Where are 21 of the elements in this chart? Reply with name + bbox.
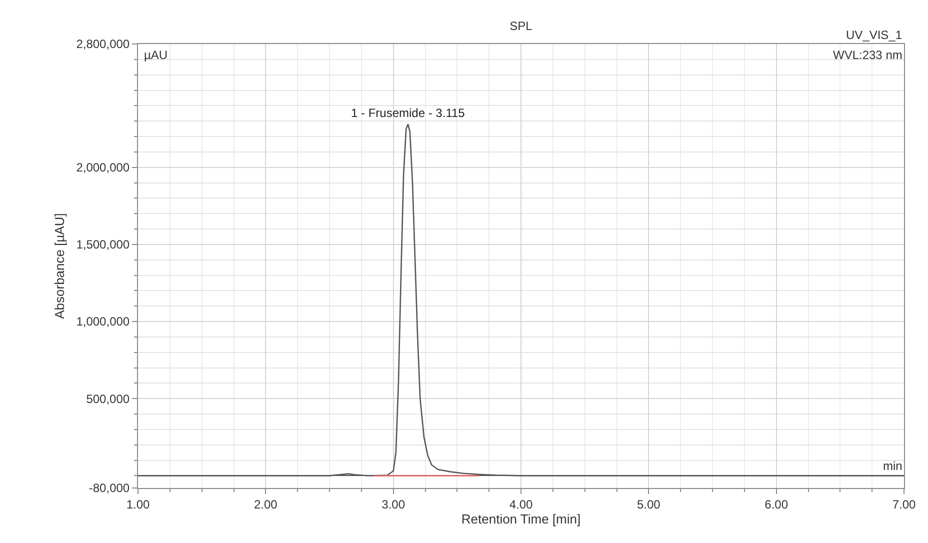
- y-tick-label: 1,000,000: [76, 314, 130, 329]
- chart-title: SPL: [510, 19, 533, 33]
- y-tick-label: 500,000: [86, 392, 130, 406]
- x-tick-label: 5.00: [636, 497, 661, 512]
- annotation: min: [883, 459, 902, 473]
- annotation: WVL:233 nm: [833, 48, 902, 62]
- annotation: µAU: [144, 48, 168, 62]
- y-tick-label: 2,000,000: [76, 160, 130, 175]
- x-tick-label: 2.00: [254, 497, 278, 512]
- text: UV_VIS_1: [846, 28, 902, 42]
- x-axis-title: Retention Time [min]: [461, 511, 581, 526]
- x-tick-label: 1.00: [126, 497, 150, 512]
- y-axis-title: Absorbance [µAU]: [52, 213, 68, 319]
- x-tick-label: 6.00: [764, 497, 788, 512]
- x-tick-label: 3.00: [382, 497, 406, 512]
- y-tick-label: -80,000: [88, 481, 130, 496]
- x-tick-label: 7.00: [892, 497, 916, 512]
- annotation: 1 - Frusemide - 3.115: [351, 106, 466, 120]
- y-tick-label: 1,500,000: [76, 238, 130, 252]
- x-tick-label: 4.00: [509, 497, 533, 512]
- y-tick-label: 2,800,000: [76, 37, 130, 52]
